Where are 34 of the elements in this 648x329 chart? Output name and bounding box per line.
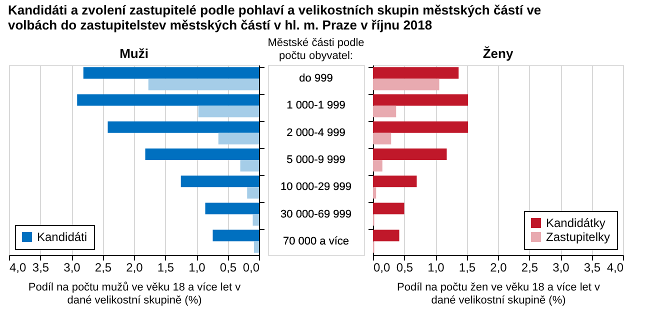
y-tick-label: do 999 [299,72,333,85]
x-tick-label: 2,0 [490,260,508,274]
y-tick-label: 2 000-4 999 [286,126,346,139]
x-tick-label: 2,5 [521,260,538,274]
x-axis-title: Podíl na počtu mužů ve věku 18 a více let v dané velikostní skupině (%) [28,282,242,306]
y-tick-label: 5 000-9 999 [286,154,346,166]
x-tick-label: 3,5 [584,260,601,274]
y-tick-label: 10 000-29 999 [280,181,352,194]
chart-title: Kandidáti a zvolení zastupitelé podle pohlaví a velikostních skupin městských částí ve volbách do zastupitelstev městských částí v hl. m. Praze v říjnu 2018 [8,2,542,32]
y-tick-label: 30 000-69 999 [280,208,352,220]
chart-subtitle: Ženy [482,46,514,61]
x-tick-label: 4,0 [10,260,27,274]
legend-label: Kandidáti [37,230,88,244]
chart-subtitle: Muži [120,46,148,61]
x-tick-label: 1,0 [428,260,445,274]
x-tick-label: 1,5 [157,260,174,274]
x-tick-label: 3,0 [64,260,81,274]
x-axis-title: Podíl na počtu žen ve věku 18 a více let v dané velikostní skupině (%) [396,282,601,306]
x-tick-label: 0,0 [242,260,260,274]
y-tick-label: 1 000-1 999 [286,100,346,112]
y-tick-label: 70 000 a více [282,235,350,248]
legend-label: Kandidátky [546,216,606,230]
x-tick-label: 1,5 [458,260,476,274]
y-axis-title: Městské části podle počtu obyvatel: [268,37,364,62]
x-tick-label: 2,0 [126,260,144,274]
x-tick-label: 0,0 [374,260,391,274]
x-tick-label: 0,5 [396,260,414,274]
x-tick-label: 3,0 [552,260,570,274]
x-tick-label: 3,5 [32,260,50,274]
x-tick-label: 4,0 [606,260,624,274]
legend-label: Zastupitelky [546,230,610,244]
x-tick-label: 0,5 [220,260,237,274]
x-tick-label: 1,0 [188,260,206,274]
x-tick-label: 2,5 [94,260,112,274]
